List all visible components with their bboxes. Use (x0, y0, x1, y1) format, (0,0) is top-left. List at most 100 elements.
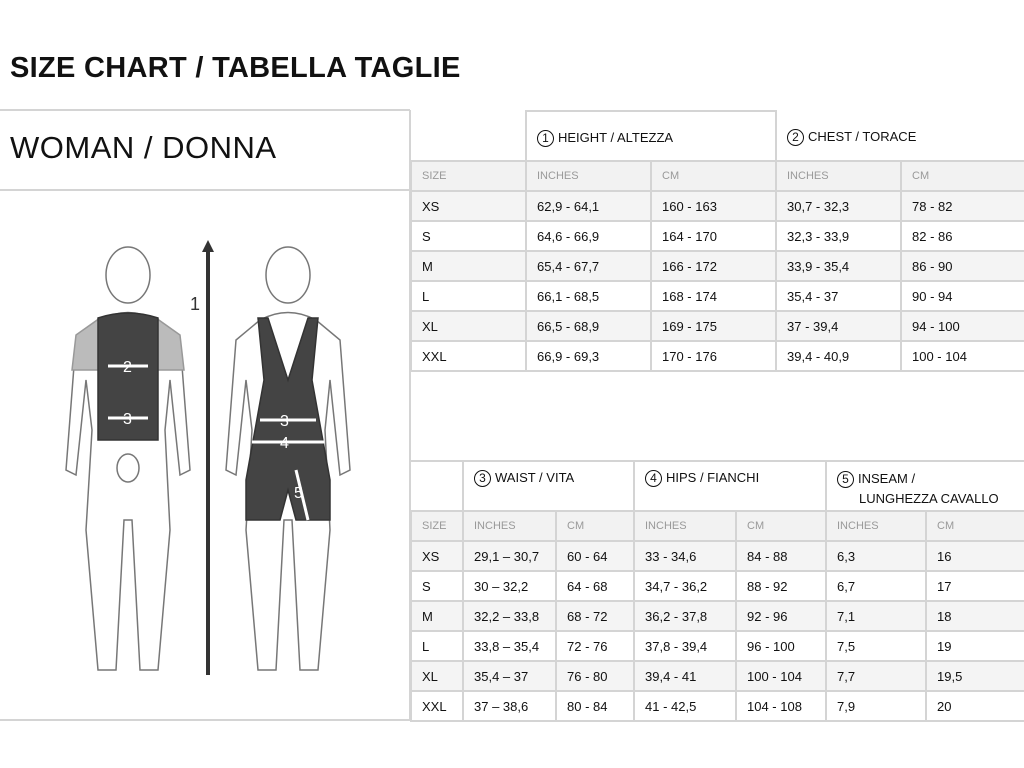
table-row: M 32,2 – 33,8 68 - 72 36,2 - 37,8 92 - 96 7,1… (410, 600, 1024, 632)
marker-3: 3 (123, 411, 132, 428)
empty-cell (411, 460, 464, 512)
value-cell: 160 - 163 (650, 190, 777, 222)
body-measurement-figures: 2 3 1 3 4 5 (65, 240, 351, 675)
value-cell: 104 - 108 (735, 690, 827, 722)
table-row: L 66,1 - 68,5 168 - 174 35,4 - 37 90 - 94 (410, 280, 1024, 312)
value-cell: 169 - 175 (650, 310, 777, 342)
col-cm: CM (735, 510, 827, 542)
number-badge: 3 (474, 470, 491, 487)
value-cell: 166 - 172 (650, 250, 777, 282)
value-cell: 170 - 176 (650, 340, 777, 372)
marker-5: 5 (294, 485, 303, 502)
value-cell: 76 - 80 (555, 660, 635, 692)
size-cell: XXL (410, 340, 527, 372)
table-row: XL 66,5 - 68,9 169 - 175 37 - 39,4 94 - 100 (410, 310, 1024, 342)
value-cell: 30 – 32,2 (462, 570, 557, 602)
number-badge: 5 (837, 471, 854, 488)
size-cell: M (410, 600, 464, 632)
value-cell: 7,9 (825, 690, 927, 722)
group-label: WAIST / VITA (495, 470, 575, 485)
col-size: SIZE (410, 510, 464, 542)
group-header-inseam: 5 INSEAM / LUNGHEZZA CAVALLO (825, 460, 1024, 512)
value-cell: 32,2 – 33,8 (462, 600, 557, 632)
value-cell: 84 - 88 (735, 540, 827, 572)
value-cell: 88 - 92 (735, 570, 827, 602)
value-cell: 35,4 – 37 (462, 660, 557, 692)
value-cell: 7,5 (825, 630, 927, 662)
size-cell: M (410, 250, 527, 282)
table-row: XXL 37 – 38,6 80 - 84 41 - 42,5 104 - 108 7,9… (410, 690, 1024, 722)
value-cell: 60 - 64 (555, 540, 635, 572)
value-cell: 100 - 104 (900, 340, 1024, 372)
number-badge: 2 (787, 129, 804, 146)
section-title: WOMAN / DONNA (10, 130, 277, 165)
value-cell: 66,5 - 68,9 (525, 310, 652, 342)
value-cell: 78 - 82 (900, 190, 1024, 222)
value-cell: 64,6 - 66,9 (525, 220, 652, 252)
table-row: XS 62,9 - 64,1 160 - 163 30,7 - 32,3 78 - 82 (410, 190, 1024, 222)
divider (409, 110, 411, 720)
value-cell: 68 - 72 (555, 600, 635, 632)
divider (0, 109, 410, 111)
table-row: XS 29,1 – 30,7 60 - 64 33 - 34,6 84 - 88 6,3 1… (410, 540, 1024, 572)
value-cell: 94 - 100 (900, 310, 1024, 342)
table-row: XL 35,4 – 37 76 - 80 39,4 - 41 100 - 104 7,7 1… (410, 660, 1024, 692)
col-inches: INCHES (825, 510, 927, 542)
group-label: HEIGHT / ALTEZZA (558, 130, 674, 145)
size-cell: S (410, 220, 527, 252)
value-cell: 37 - 39,4 (775, 310, 902, 342)
group-label: INSEAM / (858, 471, 916, 486)
value-cell: 32,3 - 33,9 (775, 220, 902, 252)
front-figure (65, 246, 191, 671)
group-label: HIPS / FIANCHI (666, 470, 760, 485)
size-cell: XL (410, 660, 464, 692)
value-cell: 100 - 104 (735, 660, 827, 692)
size-cell: L (410, 280, 527, 312)
value-cell: 164 - 170 (650, 220, 777, 252)
value-cell: 29,1 – 30,7 (462, 540, 557, 572)
value-cell: 41 - 42,5 (633, 690, 737, 722)
empty-cell (411, 111, 527, 162)
value-cell: 39,4 - 40,9 (775, 340, 902, 372)
marker-1: 1 (190, 294, 200, 314)
arrow-head-icon (202, 240, 214, 252)
value-cell: 90 - 94 (900, 280, 1024, 312)
size-cell: XL (410, 310, 527, 342)
value-cell: 19,5 (925, 660, 1024, 692)
value-cell: 37 – 38,6 (462, 690, 557, 722)
value-cell: 18 (925, 600, 1024, 632)
value-cell: 86 - 90 (900, 250, 1024, 282)
number-badge: 4 (645, 470, 662, 487)
value-cell: 64 - 68 (555, 570, 635, 602)
col-inches: INCHES (775, 160, 902, 192)
table-row: S 64,6 - 66,9 164 - 170 32,3 - 33,9 82 - 86 (410, 220, 1024, 252)
group-label: CHEST / TORACE (808, 129, 917, 144)
value-cell: 20 (925, 690, 1024, 722)
value-cell: 17 (925, 570, 1024, 602)
measure-arrows (108, 364, 148, 420)
value-cell: 168 - 174 (650, 280, 777, 312)
value-cell: 66,1 - 68,5 (525, 280, 652, 312)
value-cell: 80 - 84 (555, 690, 635, 722)
marker-2: 2 (123, 359, 132, 376)
waist-hips-inseam-table: 3 WAIST / VITA 4 HIPS / FIANCHI 5 INSEAM / L… (410, 460, 1024, 722)
value-cell: 82 - 86 (900, 220, 1024, 252)
value-cell: 34,7 - 36,2 (633, 570, 737, 602)
value-cell: 6,7 (825, 570, 927, 602)
table-row: M 65,4 - 67,7 166 - 172 33,9 - 35,4 86 - 90 (410, 250, 1024, 282)
measure-arrows (252, 418, 324, 521)
value-cell: 36,2 - 37,8 (633, 600, 737, 632)
size-cell: XS (410, 540, 464, 572)
value-cell: 30,7 - 32,3 (775, 190, 902, 222)
table-row: L 33,8 – 35,4 72 - 76 37,8 - 39,4 96 - 100 7,… (410, 630, 1024, 662)
col-cm: CM (555, 510, 635, 542)
value-cell: 33,8 – 35,4 (462, 630, 557, 662)
height-chest-table: 1 HEIGHT / ALTEZZA 2 CHEST / TORACE SIZE I… (410, 110, 1024, 372)
size-cell: XS (410, 190, 527, 222)
col-cm: CM (925, 510, 1024, 542)
value-cell: 6,3 (825, 540, 927, 572)
number-badge: 1 (537, 130, 554, 147)
value-cell: 92 - 96 (735, 600, 827, 632)
table-row: XXL 66,9 - 69,3 170 - 176 39,4 - 40,9 100 - … (410, 340, 1024, 372)
col-inches: INCHES (525, 160, 652, 192)
